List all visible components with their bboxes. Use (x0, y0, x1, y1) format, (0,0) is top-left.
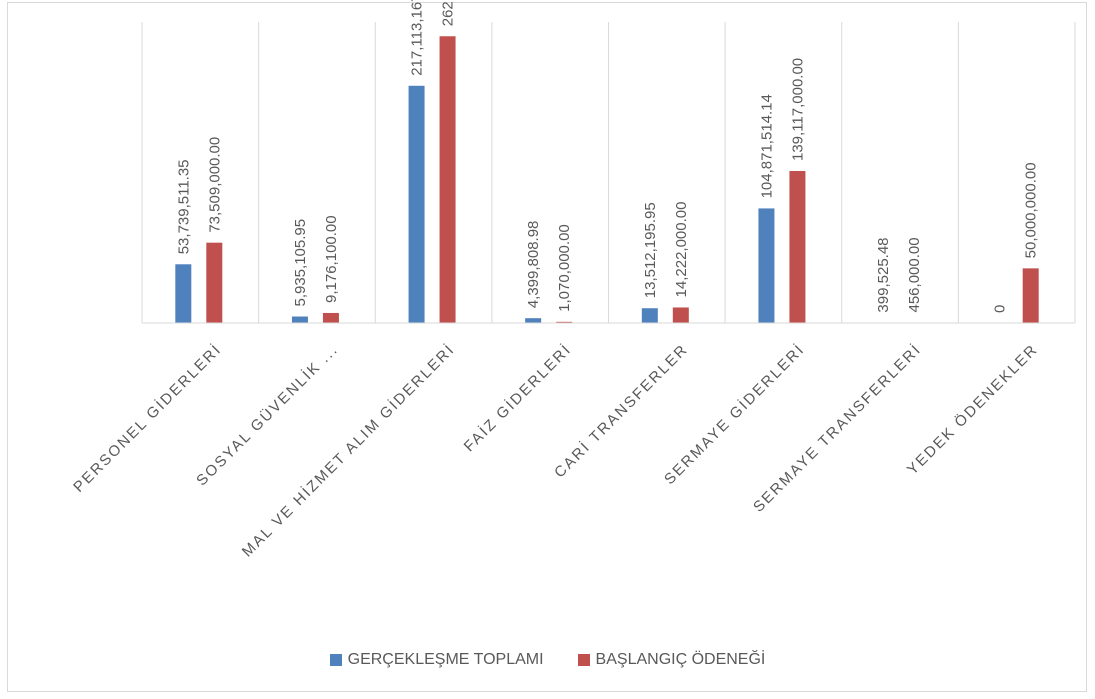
legend-item-series-1: GERÇEKLEŞME TOPLAMI (329, 651, 544, 669)
data-label-series-1-8: 0 (992, 305, 1009, 313)
bar-series-1-1 (175, 264, 192, 323)
bar-series-1-5 (641, 308, 658, 323)
x-tick-label-4: FAİZ GİDERLERİ (460, 340, 575, 455)
bar-series-2-3 (439, 36, 456, 323)
legend-item-series-2: BAŞLANGIÇ ÖDENEĞİ (577, 651, 766, 669)
legend-label-series-2: BAŞLANGIÇ ÖDENEĞİ (595, 651, 766, 668)
data-label-series-2-6: 139,117,000.00 (789, 58, 806, 161)
legend-swatch-series-2 (577, 654, 590, 666)
data-label-series-2-8: 50,000,000.00 (1023, 162, 1040, 258)
chart-frame (7, 2, 1087, 692)
bar-series-2-2 (322, 312, 339, 323)
data-label-series-2-7: 456,000.00 (906, 237, 923, 312)
bar-series-2-1 (206, 242, 223, 323)
data-label-series-2-2: 9,176,100.00 (323, 215, 340, 303)
data-label-series-2-4: 1,070,000.00 (556, 224, 573, 312)
legend-label-series-1: GERÇEKLEŞME TOPLAMI (347, 651, 544, 668)
bar-series-1-6 (758, 208, 775, 323)
bar-series-1-2 (291, 316, 308, 323)
data-label-series-1-7: 399,525.48 (875, 237, 892, 312)
bar-series-2-4 (556, 321, 573, 323)
data-label-series-1-2: 5,935,105.95 (292, 219, 309, 307)
data-label-series-1-5: 13,512,195.95 (642, 202, 659, 298)
x-tick-label-5: CARİ TRANSFERLER (550, 340, 691, 481)
x-tick-label-6: SERMAYE GİDERLERİ (660, 340, 808, 488)
x-tick-label-8: YEDEK ÖDENEKLER (903, 340, 1041, 478)
data-label-series-1-6: 104,871,514.14 (758, 94, 775, 198)
data-label-series-2-3: 262,446,900.00 (440, 0, 457, 26)
data-label-series-1-3: 217,113,167.09 (409, 0, 426, 76)
data-label-series-1-1: 53,739,511.35 (175, 159, 192, 254)
data-label-series-2-1: 73,509,000.00 (206, 137, 223, 233)
bar-series-1-4 (525, 318, 542, 323)
data-label-series-2-5: 14,222,000.00 (673, 202, 690, 298)
bar-series-2-8 (1022, 268, 1039, 323)
legend: GERÇEKLEŞME TOPLAMI BAŞLANGIÇ ÖDENEĞİ (0, 651, 1095, 669)
legend-swatch-series-1 (329, 654, 342, 666)
x-tick-label-3: MAL VE HİZMET ALIM GİDERLERİ (238, 340, 458, 560)
data-label-series-1-4: 4,399,808.98 (525, 221, 542, 309)
bar-series-2-5 (672, 307, 689, 323)
bar-series-1-3 (408, 85, 425, 324)
bar-series-2-6 (789, 171, 806, 323)
